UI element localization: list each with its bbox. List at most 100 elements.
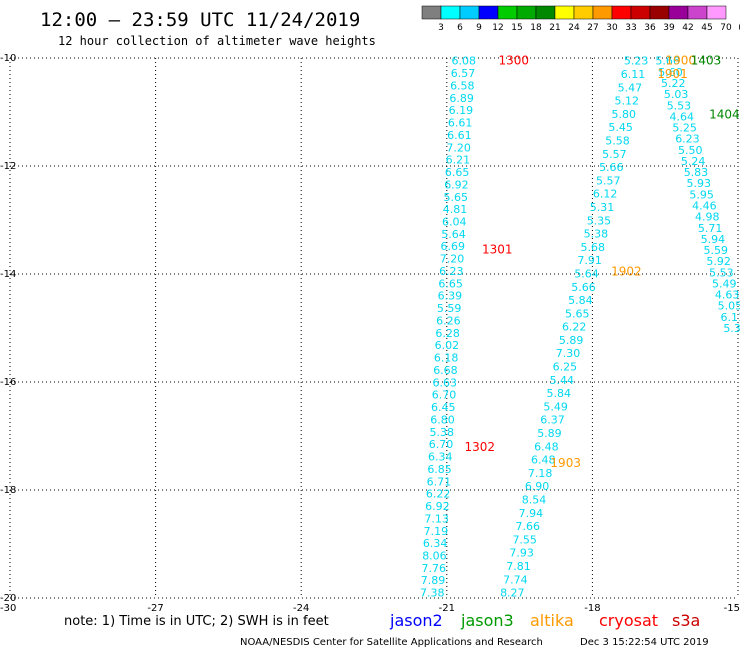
wave-height-label: 7.20 (440, 253, 465, 266)
footer-timestamp: Dec 3 15:22:54 UTC 2019 (580, 637, 709, 648)
wave-height-label: 5.65 (565, 307, 590, 320)
colorbar-label: 18 (530, 23, 542, 33)
wave-height-label: 7.94 (519, 507, 544, 520)
wave-height-label: 6.48 (531, 454, 556, 467)
colorbar-swatch (611, 5, 632, 20)
wave-height-label: 5.59 (437, 302, 462, 315)
wave-height-label: 5.35 (587, 214, 612, 227)
wave-height-label: 6.25 (553, 361, 578, 374)
wave-height-label: 7.38 (420, 587, 445, 600)
wave-height-label: 6.22 (562, 321, 587, 334)
wave-height-label: 6.11 (720, 311, 740, 324)
satellite-legend-jason3: jason3 (460, 611, 514, 630)
x-tick-label: -24 (293, 603, 309, 614)
wave-height-label: 5.71 (698, 222, 723, 235)
wave-height-label: 5.66 (599, 161, 624, 174)
wave-height-label: 6.85 (427, 463, 452, 476)
wave-height-label: 6.11 (621, 68, 646, 81)
wave-height-label: 5.58 (605, 134, 630, 147)
wave-height-label: 5.05 (718, 300, 740, 313)
x-axis-ticks: -30 -27 -24 -21 -18 -15 (0, 603, 740, 614)
y-axis-ticks: -10 -12 -14 -16 -18 -20 (0, 53, 16, 604)
wave-height-label: 6.04 (442, 216, 467, 229)
wave-height-label: 7.18 (528, 467, 553, 480)
wave-height-label: 6.68 (433, 364, 458, 377)
wave-height-label: 4.64 (670, 110, 695, 123)
pass-label: 1302 (465, 440, 496, 454)
wave-height-label: 6.58 (450, 79, 475, 92)
colorbar-swatch (421, 5, 442, 20)
wave-height-label: 6.22 (426, 488, 451, 501)
wave-height-label: 5.22 (661, 77, 686, 90)
wave-height-label: 8.27 (500, 587, 525, 600)
wave-height-label: 6.18 (434, 352, 459, 365)
wave-height-label: 5.49 (543, 400, 568, 413)
wave-height-label: 6.92 (444, 178, 469, 191)
colorbar-label: 24 (568, 23, 580, 33)
wave-height-label: 7.91 (577, 254, 602, 267)
wave-height-label: 6.65 (445, 166, 470, 179)
wave-height-values: 6.086.576.586.896.196.616.617.206.216.65… (420, 55, 740, 600)
colorbar-swatch (535, 5, 556, 20)
wave-height-label: 5.45 (608, 121, 633, 134)
y-tick-label: -20 (0, 593, 16, 604)
wave-height-label: 6.19 (449, 104, 474, 117)
colorbar-swatch (687, 5, 708, 20)
colorbar-swatch (440, 5, 461, 20)
colorbar-label: 30 (606, 23, 618, 33)
wave-height-label: 5.24 (681, 155, 706, 168)
wave-height-label: 6.80 (430, 413, 455, 426)
colorbar-label: 9 (476, 23, 482, 33)
wave-height-label: 5.84 (546, 387, 571, 400)
wave-height-label: 4.63 (715, 289, 740, 302)
pass-label: 1300 (499, 54, 530, 68)
chart-subtitle: 12 hour collection of altimeter wave hei… (58, 34, 376, 48)
colorbar-label: 6 (457, 23, 463, 33)
wave-height-label: 6.26 (436, 314, 461, 327)
colorbar-swatch (516, 5, 537, 20)
colorbar-label: 39 (663, 23, 675, 33)
wave-height-label: 6.70 (432, 389, 457, 402)
wave-height-label: 5.92 (706, 255, 731, 268)
wave-height-label: 5.60 (658, 66, 683, 79)
gridlines (9, 57, 739, 599)
wave-height-label: 5.38 (430, 426, 455, 439)
wave-height-label: 5.89 (537, 427, 562, 440)
colorbar-label: 3 (438, 23, 444, 33)
wave-height-label: 6.45 (431, 401, 456, 414)
y-tick-label: -10 (0, 53, 16, 64)
wave-height-label: 5.66 (655, 55, 680, 68)
wave-height-label: 6.23 (675, 133, 700, 146)
colorbar-label: 36 (644, 23, 656, 33)
wave-height-label: 5.68 (581, 241, 606, 254)
wave-height-label: 4.98 (695, 211, 720, 224)
colorbar-label: 45 (701, 23, 712, 33)
wave-height-label: 7.81 (506, 560, 531, 573)
satellite-legend-altika: altika (530, 611, 574, 630)
wave-height-label: 5.64 (574, 267, 599, 280)
wave-height-label: 6.71 (427, 475, 452, 488)
colorbar-swatch (592, 5, 613, 20)
wave-height-label: 8.06 (422, 549, 447, 562)
wave-height-label: 5.94 (701, 233, 726, 246)
wave-height-label: 6.89 (449, 92, 474, 105)
wave-height-label: 5.31 (590, 201, 615, 214)
wave-height-label: 7.89 (421, 574, 446, 587)
wave-height-label: 5.53 (709, 266, 734, 279)
wave-height-label: 5.59 (704, 244, 729, 257)
wave-height-label: 6.12 (593, 188, 618, 201)
wave-height-label: 5.89 (559, 334, 584, 347)
pass-label: 1404 (709, 108, 740, 122)
wave-height-label: 5.25 (672, 122, 697, 135)
y-tick-label: -18 (0, 485, 16, 496)
x-tick-label: -15 (724, 603, 740, 614)
wave-height-label: 5.37 (723, 322, 740, 335)
wave-height-label: 6.90 (525, 480, 550, 493)
wave-height-label: 5.84 (568, 294, 593, 307)
wave-height-label: 6.57 (451, 67, 476, 80)
wave-height-label: 6.34 (423, 537, 448, 550)
wave-height-label: 5.65 (443, 191, 468, 204)
wave-height-label: 4.46 (692, 199, 717, 212)
colorbar-swatch (649, 5, 670, 20)
wave-height-label: 5.53 (667, 99, 692, 112)
